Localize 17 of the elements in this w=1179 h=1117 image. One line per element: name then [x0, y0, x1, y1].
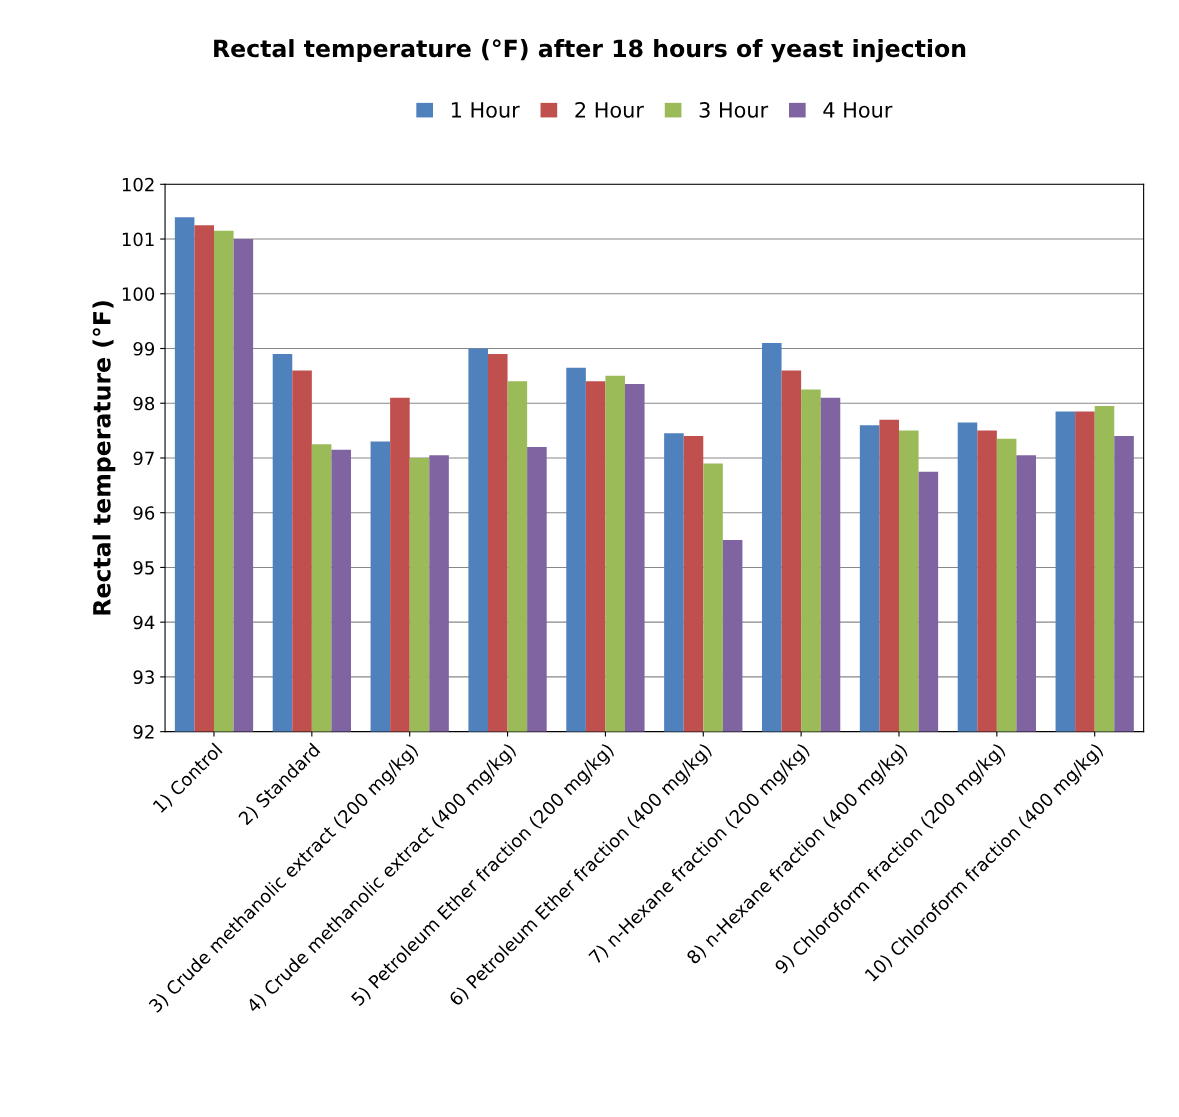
legend-label: 2 Hour [575, 101, 644, 118]
y-tick-label: 97 [133, 451, 154, 466]
y-axis-title: Rectal temperature (°F) [92, 301, 116, 615]
y-tick-label: 95 [133, 560, 154, 575]
y-tick-label: 101 [122, 232, 154, 247]
y-tick-label: 92 [133, 725, 154, 739]
y-tick-label: 94 [133, 615, 155, 630]
y-tick-label: 93 [133, 670, 154, 685]
y-tick-label: 100 [122, 287, 155, 301]
chart-title: Rectal temperature (°F) after 18 hours of yeast injection [214, 39, 966, 63]
legend-label: 3 Hour [699, 101, 769, 118]
y-tick-label: 98 [133, 396, 155, 411]
y-tick-label: 99 [133, 341, 155, 356]
legend-label: 4 Hour [823, 102, 893, 118]
y-tick-label: 96 [133, 506, 155, 520]
y-tick-label: 102 [122, 177, 154, 192]
legend-label: 1 Hour [451, 102, 520, 118]
